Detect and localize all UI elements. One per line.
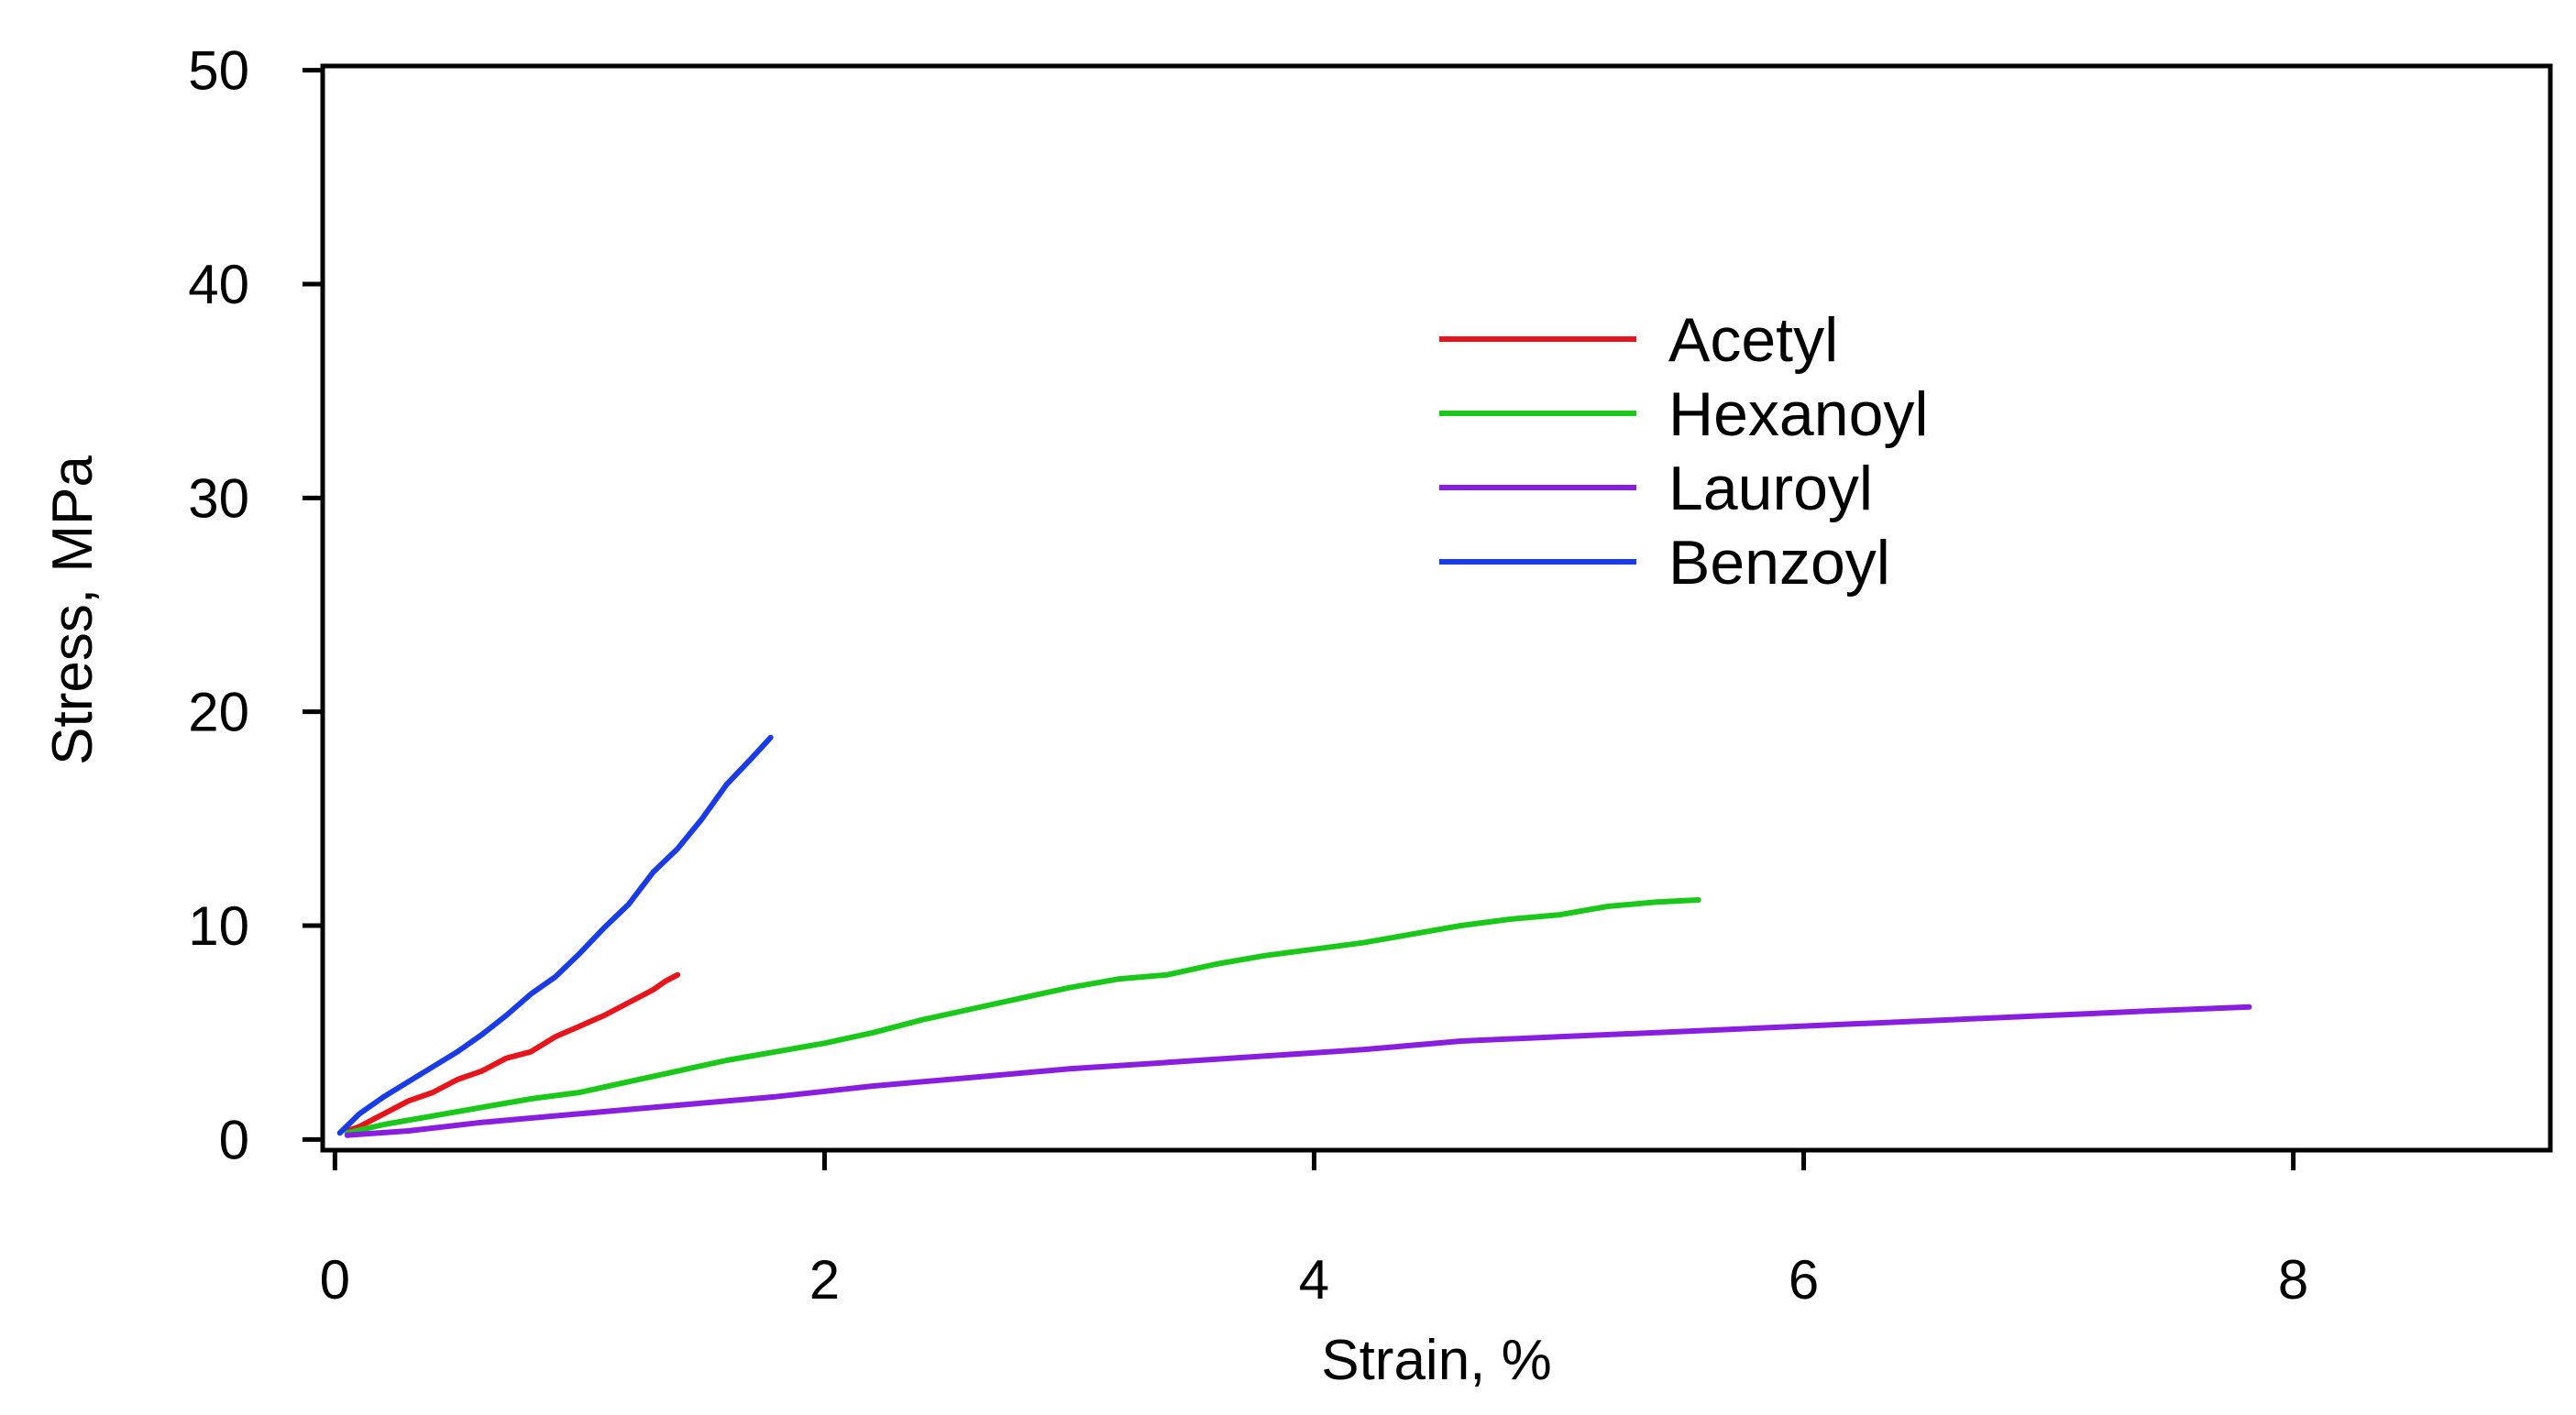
y-axis-label: Stress, MPa	[41, 455, 105, 765]
x-tick-label: 2	[809, 1249, 840, 1311]
series-line-hexanoyl	[344, 897, 1701, 1136]
x-tick-label: 0	[320, 1249, 350, 1311]
series-line-acetyl	[344, 971, 681, 1134]
x-tick-label: 8	[2278, 1249, 2308, 1311]
series-lines	[336, 734, 2252, 1138]
series-line-benzoyl	[336, 734, 774, 1136]
x-axis-ticks: 0 2 4 6 8	[320, 1150, 2308, 1311]
y-tick-label: 30	[188, 467, 249, 529]
y-tick-label: 10	[188, 895, 249, 957]
x-tick-label: 4	[1299, 1249, 1329, 1311]
legend-label-hexanoyl: Hexanoyl	[1668, 379, 1929, 449]
legend-label-acetyl: Acetyl	[1668, 305, 1838, 375]
y-tick-label: 50	[188, 40, 249, 102]
x-axis-label: Strain, %	[1321, 1329, 1552, 1392]
y-axis-ticks: 0 10 20 30 40 50	[188, 40, 323, 1170]
x-tick-label: 6	[1789, 1249, 1819, 1311]
y-tick-label: 0	[219, 1109, 249, 1170]
legend-label-lauroyl: Lauroyl	[1668, 454, 1873, 523]
series-line-lauroyl	[344, 1004, 2252, 1138]
plot-frame	[320, 63, 2553, 1153]
legend-label-benzoyl: Benzoyl	[1668, 528, 1890, 598]
y-tick-label: 20	[188, 682, 249, 743]
y-tick-label: 40	[188, 254, 249, 315]
